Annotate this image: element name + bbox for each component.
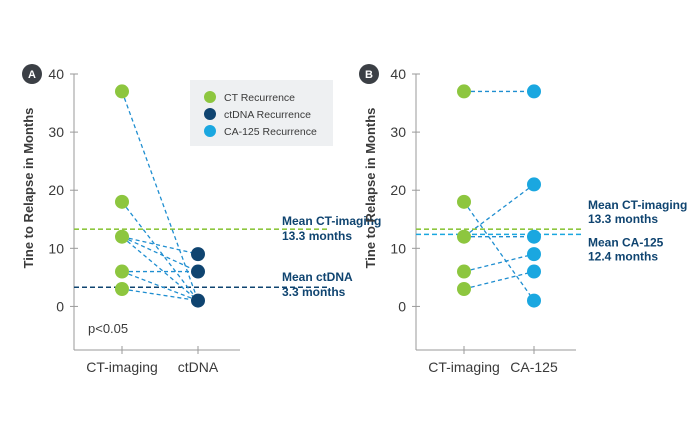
data-point — [527, 84, 541, 99]
data-point — [527, 229, 541, 244]
x-tick-label: CT-imaging — [428, 359, 500, 375]
connector-line — [121, 288, 199, 302]
panel-badge-label: B — [365, 69, 373, 81]
data-point — [457, 264, 471, 279]
connector-line — [463, 183, 535, 238]
legend-swatch — [204, 91, 216, 103]
connector-line — [121, 236, 199, 255]
data-point — [191, 264, 205, 279]
panel-badge — [22, 64, 42, 84]
data-point — [527, 177, 541, 192]
legend-swatch — [204, 125, 216, 137]
mean-sublabel: 13.3 months — [282, 229, 352, 243]
mean-label: Mean CT-imaging — [588, 198, 687, 212]
y-tick-label: 40 — [48, 66, 64, 82]
mean-sublabel: 3.3 months — [282, 285, 346, 299]
x-tick-label: ctDNA — [178, 359, 219, 375]
data-point — [457, 194, 471, 209]
y-axis-title: Tine to Relapse in Months — [21, 108, 36, 269]
data-point — [115, 84, 129, 99]
data-point — [457, 281, 471, 296]
y-axis-title: Tine to Relapse in Months — [363, 108, 378, 269]
data-point — [527, 247, 541, 262]
legend: CT Recurrence ctDNA Recurrence CA-125 Recu… — [190, 80, 333, 146]
data-point — [115, 194, 129, 209]
panel-badge — [359, 64, 379, 84]
y-tick-label: 10 — [48, 240, 64, 256]
p-value-annotation: p<0.05 — [88, 321, 128, 336]
data-point — [527, 264, 541, 279]
data-point — [191, 247, 205, 262]
mean-sublabel: 13.3 months — [588, 212, 658, 226]
legend-label: CA-125 Recurrence — [224, 126, 317, 138]
data-point — [115, 281, 129, 296]
data-point — [115, 229, 129, 244]
connector-line — [463, 270, 535, 290]
panel-b: B 0 10 20 30 40 Tine to Relapse in Months CT-im… — [359, 64, 687, 375]
y-tick-label: 40 — [390, 66, 406, 82]
data-point — [115, 264, 129, 279]
connector-line — [121, 91, 199, 301]
connector-line — [463, 201, 535, 301]
data-point — [527, 293, 541, 308]
mean-sublabel: 12.4 months — [588, 249, 658, 263]
y-tick-label: 20 — [48, 182, 64, 198]
y-tick-label: 20 — [390, 182, 406, 198]
legend-swatch — [204, 108, 216, 120]
y-tick-label: 0 — [56, 298, 64, 314]
y-tick-label: 0 — [398, 298, 406, 314]
panel-badge-label: A — [28, 69, 36, 81]
connector-line — [463, 253, 535, 273]
mean-label: Mean CA-125 — [588, 235, 664, 249]
data-point — [191, 293, 205, 308]
y-tick-label: 10 — [390, 240, 406, 256]
connector-line — [121, 236, 199, 302]
y-tick-label: 30 — [48, 124, 64, 140]
connector-line — [121, 236, 199, 273]
y-tick-label: 30 — [390, 124, 406, 140]
data-point — [457, 229, 471, 244]
x-tick-label: CA-125 — [510, 359, 558, 375]
data-point — [457, 84, 471, 99]
mean-label: Mean ctDNA — [282, 270, 353, 284]
mean-label: Mean CT-imaging — [282, 214, 381, 228]
legend-label: ctDNA Recurrence — [224, 109, 311, 121]
x-tick-label: CT-imaging — [86, 359, 158, 375]
legend-label: CT Recurrence — [224, 92, 295, 104]
panel-a: A 0 10 20 30 40 Tine to Relapse in Months CT-im… — [21, 64, 381, 375]
